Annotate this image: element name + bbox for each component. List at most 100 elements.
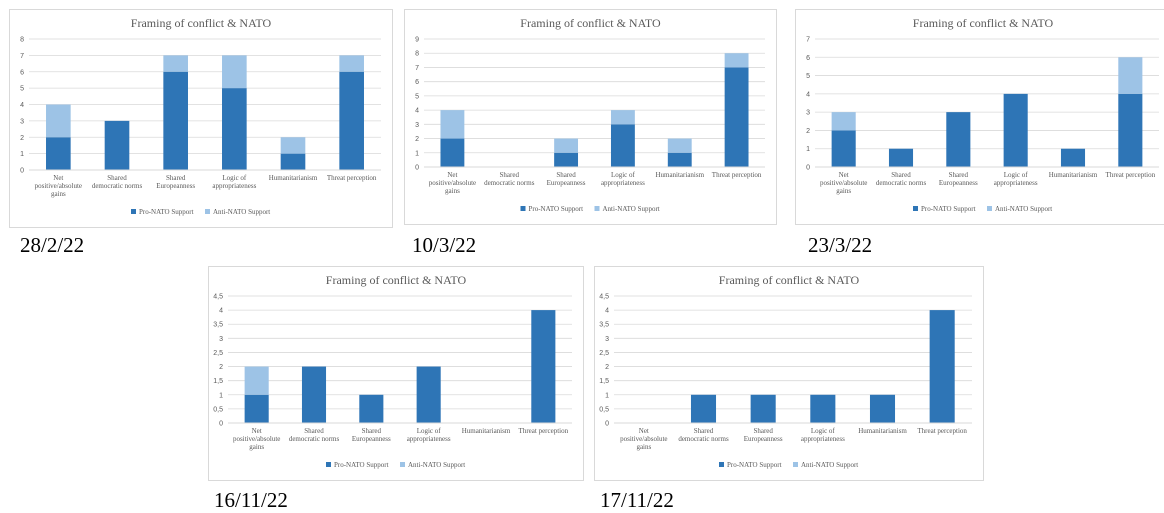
c3-bar-pro-1 — [888, 148, 914, 167]
c4-xtick-2-line-1: Europeanness — [352, 435, 391, 443]
c4-xtick-4-line-0: Humanitarianism — [462, 427, 511, 435]
c4-ytick-4: 2 — [219, 364, 223, 371]
date-label-2: 10/3/22 — [412, 233, 477, 257]
c3-bar-pro-3 — [1003, 93, 1028, 167]
c3-bar-pro-4 — [1060, 148, 1086, 167]
c5-bar-pro-1 — [690, 394, 717, 423]
chart-panel-2: Framing of conflict & NATO 0 1 2 3 4 5 6 7 8 9 Net p… — [404, 9, 777, 225]
chart-panel-1: Framing of conflict & NATO 0 1 2 3 4 5 6 7 8 Net po… — [9, 9, 393, 228]
c5-ytick-7: 3,5 — [599, 322, 609, 329]
c3-xtick-2: Shared Europeanness — [939, 171, 978, 187]
c5-xtick-4: Humanitarianism — [858, 427, 907, 435]
c2-ytick-6: 6 — [415, 79, 419, 86]
c4-ytick-5: 2,5 — [213, 350, 223, 357]
c2-xtick-2-line-1: Europeanness — [547, 179, 586, 187]
chart-svg-2: Framing of conflict & NATO 0 1 2 3 4 5 6 7 8 9 Net p… — [404, 9, 777, 225]
c4-xtick-2: Shared Europeanness — [352, 427, 391, 443]
c2-ytick-0: 0 — [415, 165, 419, 172]
c1-ytick-4: 4 — [20, 102, 24, 109]
c5-ytick-2: 1 — [605, 392, 609, 399]
c2-xtick-4-line-0: Humanitarianism — [655, 171, 704, 179]
c2-bar-anti-4 — [667, 138, 692, 153]
c4-xtick-3: Logic of appropriateness — [407, 427, 451, 443]
c1-bar-pro-2 — [163, 71, 188, 170]
c1-xtick-1-line-1: democratic norms — [92, 182, 143, 190]
c5-xtick-0-line-2: gains — [636, 443, 651, 451]
c1-frame — [9, 9, 393, 228]
c3-ytick-3: 3 — [806, 110, 810, 117]
date-label-5: 17/11/22 — [600, 488, 674, 512]
c5-ytick-4: 2 — [605, 364, 609, 371]
c3-ytick-5: 5 — [806, 73, 810, 80]
c5-ytick-0: 0 — [605, 421, 609, 428]
c3-xtick-4: Humanitarianism — [1049, 171, 1098, 179]
c2-xtick-3-line-1: appropriateness — [601, 179, 645, 187]
c2-bar-anti-0 — [440, 110, 465, 139]
c2-xtick-0-line-1: positive/absolute — [429, 179, 476, 187]
c1-bar-pro-0 — [46, 137, 71, 170]
c2-bar-pro-4 — [667, 152, 692, 167]
chart-panel-5: Framing of conflict & NATO 0 0,5 1 1,5 2 2,5 3 3… — [594, 266, 984, 481]
c3-xtick-5: Threat perception — [1106, 171, 1156, 179]
c1-title: Framing of conflict & NATO — [131, 16, 272, 30]
c5-legend-swatch-anti — [793, 462, 798, 467]
c5-xtick-5: Threat perception — [917, 427, 967, 435]
c4-xtick-1-line-1: democratic norms — [289, 435, 340, 443]
c3-ytick-0: 0 — [806, 165, 810, 172]
c1-bar-anti-4 — [280, 137, 306, 154]
c4-ytick-2: 1 — [219, 392, 223, 399]
c4-xtick-3-line-0: Logic of — [417, 427, 442, 435]
c3-title: Framing of conflict & NATO — [913, 16, 1054, 30]
c4-ytick-6: 3 — [219, 336, 223, 343]
c2-bar-anti-5 — [724, 53, 749, 68]
c5-xtick-1: Shared democratic norms — [678, 427, 729, 443]
c1-bar-pro-3 — [222, 88, 247, 170]
date-label-4: 16/11/22 — [214, 488, 288, 512]
c1-ytick-8: 8 — [20, 37, 24, 44]
c1-bar-anti-2 — [163, 55, 188, 72]
c5-ytick-3: 1,5 — [599, 378, 609, 385]
c4-title: Framing of conflict & NATO — [326, 273, 467, 287]
c1-ytick-2: 2 — [20, 135, 24, 142]
c2-bar-anti-2 — [554, 138, 579, 153]
c5-ytick-1: 0,5 — [599, 406, 609, 413]
c3-ytick-2: 2 — [806, 128, 810, 135]
c3-legend-label-pro: Pro-NATO Support — [921, 205, 976, 213]
c4-ytick-7: 3,5 — [213, 322, 223, 329]
c2-xtick-2-line-0: Shared — [556, 171, 576, 179]
c4-legend-swatch-pro — [326, 462, 331, 467]
c4-xtick-2-line-0: Shared — [362, 427, 382, 435]
c1-legend-swatch-anti — [205, 209, 210, 214]
c4-ytick-0: 0 — [219, 421, 223, 428]
c4-xtick-5: Threat perception — [519, 427, 569, 435]
c1-xtick-0-line-1: positive/absolute — [35, 182, 82, 190]
c1-xtick-2-line-1: Europeanness — [156, 182, 195, 190]
c1-xtick-0-line-2: gains — [51, 190, 66, 198]
c5-bar-pro-3 — [810, 394, 836, 423]
c1-xtick-2-line-0: Shared — [166, 174, 186, 182]
c2-xtick-0: Net positive/absolute gains — [429, 171, 476, 195]
c4-bar-pro-3 — [416, 366, 441, 423]
c2-xtick-1-line-0: Shared — [500, 171, 520, 179]
c2-bar-pro-5 — [724, 67, 749, 167]
c1-xtick-2: Shared Europeanness — [156, 174, 195, 190]
c3-bar-pro-2 — [946, 112, 971, 167]
c3-bar-pro-5 — [1118, 93, 1143, 167]
c5-xtick-0-line-0: Net — [639, 427, 649, 435]
c3-ytick-7: 7 — [806, 37, 810, 44]
c1-ytick-3: 3 — [20, 118, 24, 125]
chart-panel-3: Framing of conflict & NATO 0 1 2 3 4 5 6 7 Net pos… — [795, 9, 1164, 225]
chart-panel-4: Framing of conflict & NATO 0 0,5 1 1,5 2 2,5 3 3… — [208, 266, 584, 481]
c3-legend-swatch-pro — [913, 206, 918, 211]
c4-xtick-1: Shared democratic norms — [289, 427, 340, 443]
c3-ytick-6: 6 — [806, 55, 810, 62]
c4-legend-label-pro: Pro-NATO Support — [334, 461, 389, 469]
c5-ytick-9: 4,5 — [599, 294, 609, 301]
c1-xtick-0-line-0: Net — [53, 174, 63, 182]
c5-ytick-6: 3 — [605, 336, 609, 343]
c4-ytick-3: 1,5 — [213, 378, 223, 385]
c4-xtick-0-line-2: gains — [249, 443, 264, 451]
c3-bar-anti-0 — [831, 112, 856, 131]
c4-bar-pro-5 — [531, 310, 556, 423]
c3-frame — [795, 9, 1164, 225]
